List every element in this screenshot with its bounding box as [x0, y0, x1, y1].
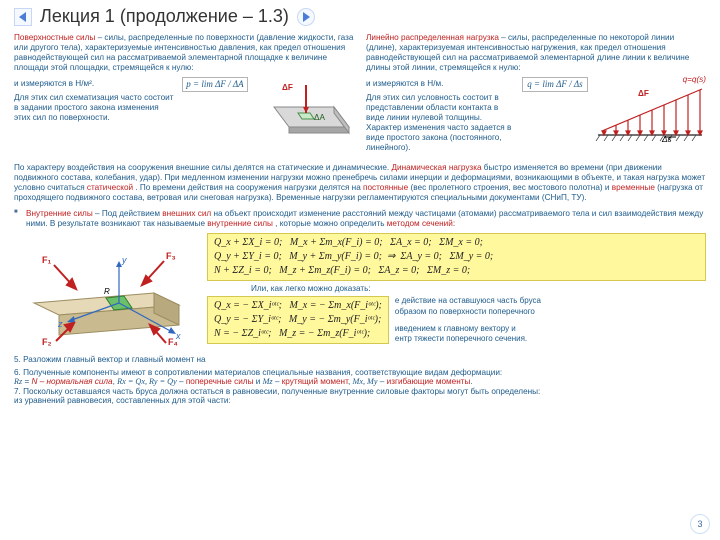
nav-prev-icon[interactable] — [14, 8, 32, 26]
label-R: R — [104, 287, 110, 296]
equations-top: Q_x + ΣX_i = 0; M_x + Σm_x(F_i) = 0; ΣA_… — [207, 233, 706, 281]
formula-q: q = lim ΔF / Δs — [522, 77, 588, 92]
label-dA: ΔA — [314, 113, 325, 123]
step6a: 6. Полученные компоненты имеют в сопроти… — [14, 368, 706, 377]
term-temporary: временные — [612, 183, 655, 192]
term-dynamic: Динамическая нагрузка — [391, 163, 481, 172]
page-title: Лекция 1 (продолжение – 1.3) — [40, 6, 289, 27]
surface-diagram: ΔF ΔA — [254, 77, 354, 139]
label-F1: F₁ — [42, 255, 51, 265]
label-z: z — [58, 319, 63, 329]
label-dF-line: ΔF — [638, 89, 649, 99]
step6b: Rz = N – нормальная сила, Rx = Qx, Ry = … — [14, 377, 706, 386]
side-text: е действие на оставшуюся часть бруса обр… — [395, 296, 541, 345]
beam-diagram: F₁ F₃ F₂ F₄ y x z R — [14, 233, 199, 353]
term-method: методом сечений: — [387, 219, 455, 228]
right-column: Линейно распределенная нагрузка – силы, … — [366, 31, 706, 157]
formula-p: p = lim ΔF / ΔA — [182, 77, 248, 92]
term-external: внешних сил — [162, 209, 211, 218]
label-x: x — [176, 331, 181, 341]
left-column: Поверхностные силы – силы, распределенны… — [14, 31, 354, 157]
note-surface: Для этих сил схематизация часто состоит … — [14, 93, 176, 123]
term-internal-forces: внутренние силы — [207, 219, 273, 228]
term-permanent: постоянные — [363, 183, 408, 192]
label-dF-surface: ΔF — [282, 83, 293, 93]
line-diagram: ΔF q=q(s) Δs — [594, 77, 706, 147]
label-F2: F₂ — [42, 337, 52, 347]
nav-next-icon[interactable] — [297, 8, 315, 26]
step7b: из уравнений равновесия, составленных дл… — [14, 396, 706, 405]
equations-bottom: Q_x = − ΣX_iᵒᵗᶜ; M_x = − Σm_x(F_iᵒᵗᶜ); Q… — [207, 296, 389, 344]
middle-paragraph: По характеру воздействия на сооружения в… — [14, 163, 706, 203]
unit-surface: и измеряются в Н/м². — [14, 79, 176, 89]
term-line-load: Линейно распределенная нагрузка — [366, 33, 499, 42]
inner-forces-bullet: Внутренние силы – Под действием внешних … — [14, 209, 706, 229]
term-static: статической — [87, 183, 133, 192]
term-surface-forces: Поверхностные силы — [14, 33, 95, 42]
label-y: y — [122, 255, 127, 265]
label-F3: F₃ — [166, 251, 176, 261]
step5: 5. Разложим главный вектор и главный мом… — [14, 355, 706, 364]
or-caption: Или, как легко можно доказать: — [251, 284, 706, 293]
note-line: Для этих сил условность состоит в предст… — [366, 93, 516, 153]
page-number: 3 — [690, 514, 710, 534]
unit-line: и измеряются в Н/м. — [366, 79, 516, 89]
label-ds: Δs — [662, 135, 672, 145]
step7a: 7. Поскольку оставшаяся часть бруса долж… — [14, 387, 706, 396]
term-inner: Внутренние силы — [26, 209, 93, 218]
label-q: q=q(s) — [683, 75, 706, 85]
